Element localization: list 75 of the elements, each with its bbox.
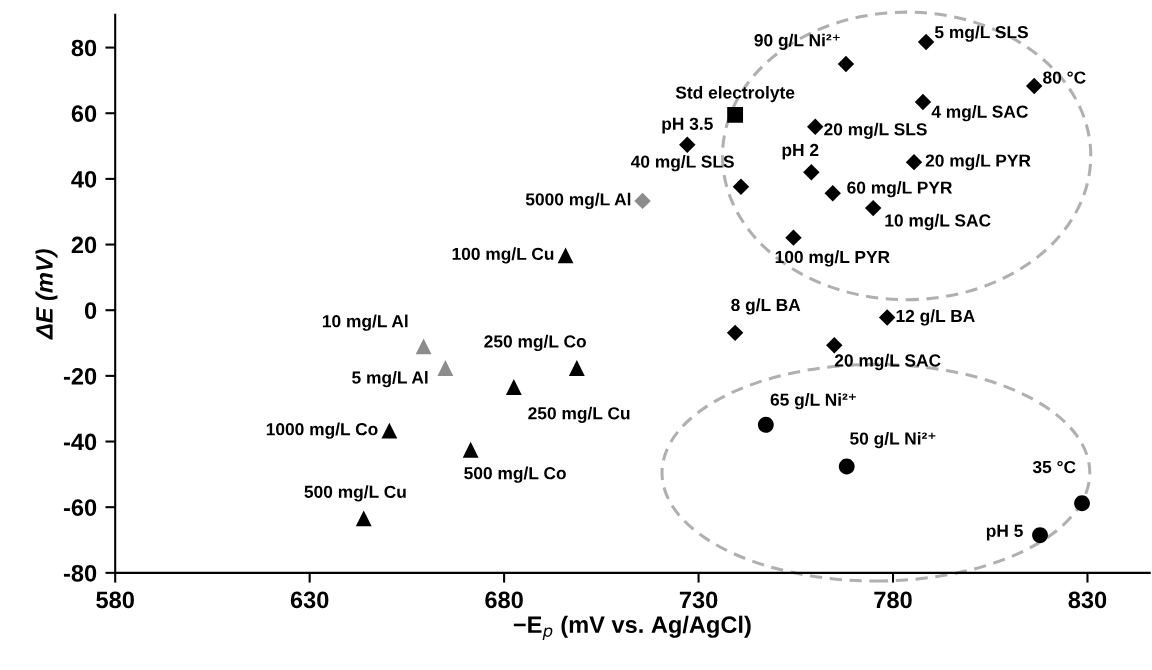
annotation: 50 g/L Ni²⁺ [850,431,936,449]
point [1025,77,1043,95]
annotation: 20 mg/L SLS [824,122,927,139]
y-tick-label: -40 [63,433,97,451]
annotation: 20 mg/L SAC [834,353,941,371]
point [557,247,574,264]
y-tick-label: -60 [63,499,97,516]
point [864,199,882,217]
annotation: 80 °C [1043,71,1086,84]
annotation: 100 mg/L Cu [452,247,554,264]
point [415,338,432,355]
x-tick-label: 730 [679,591,718,609]
point [732,178,750,195]
annotation: pH 3.5 [662,117,713,134]
annotation: 500 mg/L Co [464,466,566,483]
annotation: 20 mg/L PYR [925,154,1031,171]
annotation: Std electrolyte [675,85,795,103]
annotation: 90 g/L Ni²⁺ [754,33,840,50]
point [837,55,855,73]
point [634,192,651,210]
annotation: pH 2 [782,143,819,160]
point [838,458,855,475]
annotation: pH 5 [986,524,1023,541]
point [568,360,585,376]
y-tick-label: 80 [71,39,97,57]
annotation: 65 g/L Ni²⁺ [770,393,856,410]
annotation: 1000 mg/L Co [266,422,378,439]
y-tick-label: 40 [71,170,97,188]
x-axis-title: −E$_{p}$ (mV vs. Ag/AgCl) [513,615,751,641]
point [914,93,932,111]
point [437,360,454,376]
point [757,416,774,433]
x-tick-label: 780 [874,591,912,609]
point [462,441,479,458]
annotation: 5000 mg/L Al [525,192,631,210]
point [917,33,935,51]
annotation: 5 mg/L SLS [934,25,1028,42]
annotation: 40 mg/L SLS [630,155,734,172]
y-tick-label: -20 [63,367,97,385]
y-tick-label: 0 [84,302,97,319]
point [679,136,696,153]
annotation: 4 mg/L SAC [931,105,1028,122]
point [826,337,843,354]
annotation: 500 mg/L Cu [304,485,406,502]
annotation: 60 mg/L PYR [847,181,953,198]
point [505,379,522,395]
point [355,510,372,527]
point [905,153,923,171]
point [727,106,744,123]
x-tick-label: 830 [1068,591,1107,609]
y-tick-label: 60 [71,105,97,123]
annotation: 250 mg/L Co [484,334,586,352]
point [1074,495,1090,512]
annotation: 100 mg/L PYR [775,250,890,267]
y-axis-title: ΔE (mV) [35,249,58,340]
point [381,422,398,439]
y-tick-label: 20 [71,236,97,254]
point [803,164,820,181]
x-tick-label: 580 [96,591,134,609]
annotation: 5 mg/L Al [352,370,428,388]
point [878,309,896,326]
annotation: 8 g/L BA [731,298,801,315]
point [824,185,841,202]
point [1032,527,1048,544]
annotation: 10 mg/L SAC [885,213,991,231]
annotation: 250 mg/L Cu [528,406,630,423]
point [785,229,802,246]
annotation: 12 g/L BA [896,309,975,326]
x-tick-label: 680 [485,591,523,609]
annotation: 10 mg/L Al [322,314,408,331]
point [807,118,824,135]
y-tick-label: -80 [63,564,97,582]
annotation: 35 °C [1032,460,1076,474]
point [726,324,744,342]
x-tick-label: 630 [290,591,329,609]
